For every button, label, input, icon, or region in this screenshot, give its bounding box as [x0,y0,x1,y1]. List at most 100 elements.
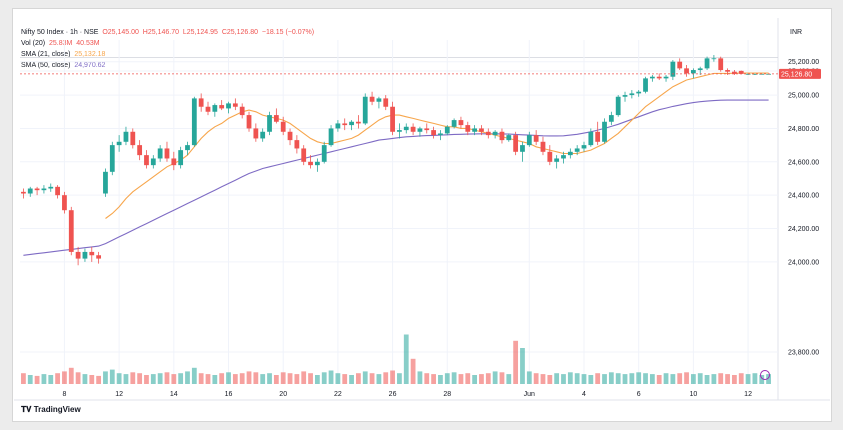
candle-body [178,150,184,166]
legend-change: −18.15 (−0.07%) [261,29,315,36]
candle-body [34,188,40,191]
x-tick-label: 6 [637,391,641,398]
volume-bar [410,358,416,384]
volume-bar [465,373,471,384]
volume-bar [472,375,478,384]
candle-body [308,161,313,166]
volume-bar [376,374,382,384]
x-tick-label: 26 [389,391,397,398]
legend-volume-row[interactable]: Vol (20) 25.83M 40.53M [21,38,314,49]
volume-bar [540,374,546,384]
legend-sma21-row[interactable]: SMA (21, close) 25,132.18 [21,49,314,60]
candle-body [526,135,532,146]
x-tick-label: 22 [334,391,342,398]
candle-body [670,61,676,77]
volume-bar [205,374,211,384]
candle-body [574,148,580,152]
volume-bar [75,372,81,384]
volume-bar [356,373,361,384]
volume-bar [342,374,348,384]
candle-body [444,126,450,134]
volume-bar [150,374,156,384]
candle-body [690,70,696,74]
x-tick-label: 28 [443,391,451,398]
y-tick-label: 24,800.00 [788,126,819,133]
candle-body [294,140,300,149]
legend-symbol: Nifty 50 Index · 1h · NSE [21,29,99,36]
candle-body [636,91,642,94]
volume-bar [62,371,67,384]
candle-body [191,98,197,146]
y-tick-label: 23,800.00 [788,350,819,357]
candle-body [513,135,519,152]
candle-body [451,120,457,127]
x-tick-label: 12 [115,391,123,398]
legend-vol-label: Vol (20) [21,40,46,47]
candle-body [608,115,614,122]
candle-body [725,70,730,72]
candle-body [171,158,177,166]
candle-body [663,76,669,79]
volume-bar [520,348,525,384]
candle-body [157,148,163,159]
candle-body [321,145,327,162]
candle-body [123,131,129,142]
volume-bar [602,374,607,384]
y-tick-label: 24,400.00 [788,193,819,200]
volume-bar [89,375,95,384]
candle-body [697,68,703,71]
volume-bar [567,372,573,384]
candle-body [567,151,573,156]
candle-body [280,121,286,132]
candle-body [144,155,149,166]
candle-body [492,131,498,136]
legend-sma21-label: SMA (21, close) [21,51,71,58]
tradingview-logo[interactable]: 𝐓𝐕 TradingView [21,405,81,415]
volume-bar [137,373,143,384]
volume-bar [479,374,484,384]
volume-bar [27,375,33,384]
legend-symbol-row[interactable]: Nifty 50 Index · 1h · NSE O25,145.00 H25… [21,27,314,38]
volume-bar [34,375,40,384]
brand-icon: 𝐓𝐕 [21,405,32,414]
candle-body [472,128,478,132]
volume-bar [643,373,648,384]
candle-body [417,128,423,132]
volume-bar [314,375,320,384]
candle-body [55,186,60,196]
volume-bar [444,373,450,384]
volume-bar [513,340,519,384]
candle-body [561,155,566,159]
volume-bar [239,373,245,384]
volume-bar [745,374,751,384]
volume-bar [588,375,594,384]
candle-body [219,105,225,109]
candle-body [287,131,293,141]
volume-bar [335,373,341,384]
legend-sma50-value: 24,970.62 [74,62,106,69]
candle-body [239,106,245,116]
x-tick-label: 8 [62,391,66,398]
legend-sma50-row[interactable]: SMA (50, close) 24,970.62 [21,60,314,71]
volume-bar [690,374,696,384]
legend-sma50-label: SMA (50, close) [21,62,71,69]
volume-bar [759,375,765,384]
volume-bar [649,374,655,384]
candle-body [96,255,102,259]
volume-bar [711,374,717,384]
candle-body [581,145,587,149]
legend-open: O25,145.00 [102,29,139,36]
candle-body [390,106,395,132]
candle-body [164,148,170,159]
volume-bar [212,375,218,384]
x-tick-label: 16 [225,391,233,398]
volume-bar [294,374,300,384]
volume-bar [287,373,293,384]
candle-body [403,126,409,131]
candle-body [301,148,307,162]
legend-high: H25,146.70 [142,29,179,36]
candle-body [588,131,594,146]
volume-bar [123,374,129,384]
volume-bar [581,374,587,384]
